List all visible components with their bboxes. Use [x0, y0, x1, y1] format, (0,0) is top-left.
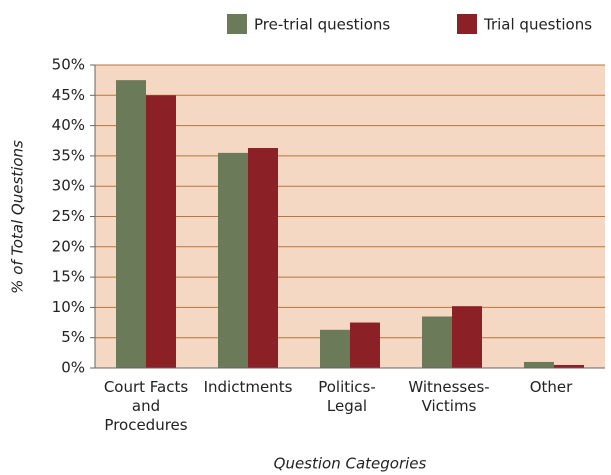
y-tick-label: 10% — [52, 298, 85, 316]
bar — [116, 80, 146, 369]
x-tick-label: Indictments — [203, 378, 293, 396]
legend-label: Pre-trial questions — [254, 16, 390, 34]
y-axis-label: % of Total Questions — [9, 140, 27, 294]
legend-swatch — [227, 14, 247, 34]
bar — [146, 95, 176, 369]
y-tick-label: 0% — [61, 359, 85, 377]
bar — [452, 306, 482, 368]
bar — [350, 322, 380, 368]
legend-swatch — [457, 14, 477, 34]
bar — [524, 361, 554, 368]
bar — [320, 329, 350, 368]
y-tick-label: 5% — [61, 328, 85, 346]
y-tick-label: 20% — [52, 237, 85, 255]
y-tick-label: 50% — [52, 56, 85, 74]
legend-label: Trial questions — [483, 16, 592, 34]
y-tick-label: 30% — [52, 177, 85, 195]
y-tick-label: 25% — [52, 207, 85, 225]
y-tick-label: 35% — [52, 146, 85, 164]
bar — [248, 148, 278, 368]
bar — [422, 316, 452, 368]
y-tick-label: 15% — [52, 268, 85, 286]
x-tick-label: Witnesses-Victims — [408, 378, 490, 415]
x-tick-label: Court Facts and Procedures — [103, 378, 189, 434]
bar — [218, 152, 248, 368]
x-tick-label: Other — [529, 378, 573, 396]
y-tick-label: 45% — [52, 86, 85, 104]
x-tick-label: Politics-Legal — [318, 378, 376, 415]
bar — [554, 364, 584, 368]
x-axis-label: Question Categories — [274, 455, 427, 473]
y-tick-label: 40% — [52, 116, 85, 134]
